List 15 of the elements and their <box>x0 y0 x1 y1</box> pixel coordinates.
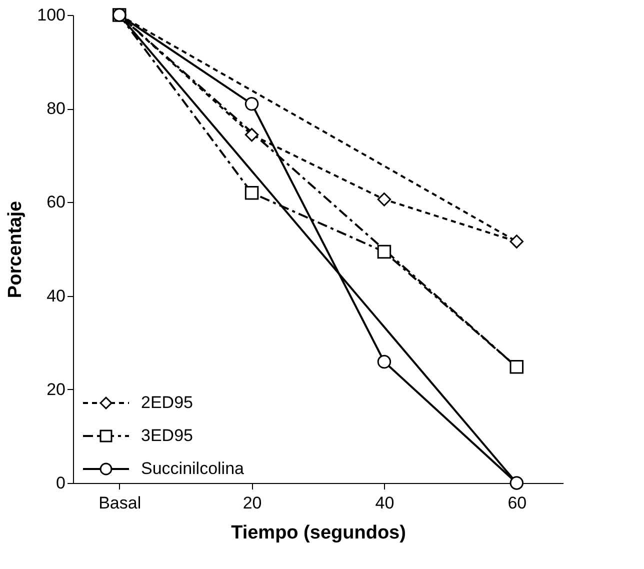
y-axis-title: Porcentaje <box>5 200 26 298</box>
y-tick-label: 100 <box>37 6 66 24</box>
legend-label: 3ED95 <box>141 426 193 445</box>
x-tick-label: 60 <box>508 494 527 512</box>
y-tick-label: 40 <box>46 286 66 306</box>
y-tick-label: 60 <box>46 192 66 212</box>
legend-label: 2ED95 <box>141 393 193 412</box>
y-tick-label: 0 <box>56 474 66 492</box>
legend-label: Succinilcolina <box>141 459 245 478</box>
x-tick-label: 40 <box>375 494 394 512</box>
y-tick-label: 80 <box>46 99 66 118</box>
x-tick-label: 20 <box>242 494 262 512</box>
x-tick-label: Basal <box>98 494 142 512</box>
y-tick-label: 20 <box>46 380 66 399</box>
x-axis-title: Tiempo (segundos) <box>231 522 406 544</box>
